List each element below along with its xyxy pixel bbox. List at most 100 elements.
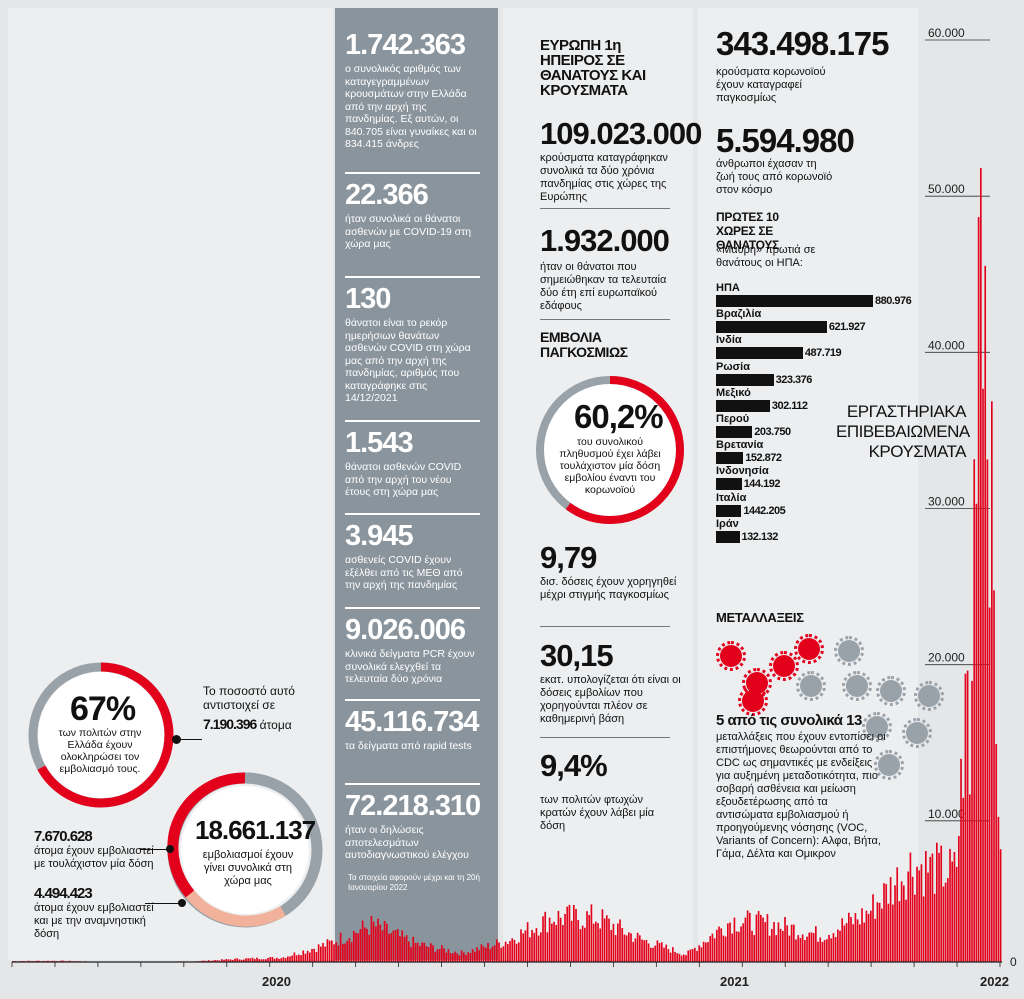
variant-icon: [874, 750, 904, 780]
case-bar: [751, 930, 753, 962]
case-bar: [522, 933, 525, 962]
case-bar: [870, 910, 872, 962]
case-bar: [476, 947, 478, 962]
case-bar: [441, 945, 443, 962]
case-bar: [735, 931, 738, 962]
greek-vaccine-donut: [28, 662, 174, 808]
top10-value-label: 302.112: [771, 399, 808, 412]
case-bar: [313, 948, 316, 962]
case-bar: [683, 954, 685, 962]
case-bar: [295, 955, 298, 962]
top10-country-label: Ινδονησία: [716, 465, 769, 478]
greece-stat: 3.945 ασθενείς COVID έχουν εξέλθει από τι…: [345, 521, 485, 592]
case-bar: [537, 935, 540, 962]
case-bar: [267, 957, 269, 962]
greece-stat: 72.218.310 ήταν οι δηλώσεις αποτελεσμάτων…: [345, 791, 485, 862]
divider: [540, 737, 670, 738]
greek-vaccine-pct: 67%: [70, 690, 136, 728]
greek-corr-value: 7.190.396: [203, 716, 257, 732]
case-bar: [458, 955, 461, 962]
case-bar: [496, 939, 498, 962]
case-bar: [298, 954, 300, 962]
case-bar: [69, 960, 71, 962]
case-bar: [331, 940, 333, 962]
case-bar: [573, 904, 575, 962]
case-bar: [903, 885, 905, 962]
case-bar: [570, 920, 573, 962]
case-bar: [328, 940, 331, 962]
case-bar: [390, 933, 393, 962]
case-bar: [909, 852, 912, 962]
case-bar: [546, 932, 549, 962]
case-bar: [859, 924, 861, 962]
case-bar: [663, 947, 665, 962]
case-bar: [669, 952, 672, 962]
case-bar: [678, 953, 681, 962]
case-bar: [652, 947, 654, 962]
greek-total-text: εμβολιασμοί έχουν γίνει συνολικά στη χώρ…: [202, 849, 294, 887]
case-bar: [993, 590, 995, 962]
case-bar: [555, 925, 558, 962]
case-bar: [531, 929, 533, 962]
case-bar: [771, 928, 773, 962]
case-bar: [269, 957, 272, 962]
case-bar: [826, 939, 828, 962]
case-bar: [617, 923, 619, 962]
case-bar: [557, 910, 560, 962]
variant-icon: [842, 671, 872, 701]
one-dose-text: άτομα έχουν εμβολιαστεί με τουλάχιστον μ…: [34, 845, 154, 870]
case-bar: [568, 904, 571, 962]
case-bar: [480, 944, 483, 962]
case-bar: [762, 917, 764, 962]
greek-total-donut: [167, 772, 323, 928]
variant-of-concern-icon: [738, 686, 768, 716]
case-bar: [249, 958, 252, 962]
case-bar: [900, 881, 903, 962]
y-tick-label: 0: [1010, 955, 1017, 969]
case-bar: [887, 903, 890, 962]
case-bar: [27, 960, 30, 962]
case-bar: [984, 265, 987, 963]
case-bar: [969, 794, 971, 962]
case-bar: [705, 942, 707, 962]
case-bar: [907, 871, 910, 962]
case-bar: [755, 914, 758, 962]
timeseries-title: ΕΡΓΑΣΤΗΡΙΑΚΑ ΕΠΙΒΕΒΑΙΩΜΕΝΑ ΚΡΟΥΣΜΑΤΑ: [836, 402, 970, 461]
case-bar: [612, 923, 615, 962]
case-bar: [482, 946, 485, 962]
case-bar: [551, 923, 553, 962]
case-bar: [544, 911, 547, 962]
case-bar: [746, 910, 749, 962]
case-bar: [639, 935, 641, 962]
case-bar: [676, 953, 679, 962]
case-bar: [863, 922, 866, 962]
case-bar: [284, 958, 287, 962]
case-bar: [843, 925, 846, 962]
booster-value: 4.494.423: [34, 885, 93, 902]
case-bar: [498, 942, 500, 962]
case-bar: [287, 956, 289, 962]
case-bar: [375, 926, 377, 962]
case-bar: [964, 673, 967, 962]
case-bar: [548, 917, 551, 962]
case-bar: [867, 913, 870, 962]
case-bar: [414, 942, 417, 962]
top10-value-label: 323.376: [775, 373, 813, 386]
case-bar: [493, 945, 496, 962]
top10-bar: [716, 347, 803, 360]
case-bar: [542, 916, 544, 962]
case-bar: [731, 933, 734, 962]
case-bar: [973, 459, 976, 962]
donut-segment-red: [167, 772, 246, 898]
divider: [345, 783, 480, 785]
top10-country-label: Περού: [716, 413, 750, 425]
case-bar: [700, 947, 703, 962]
case-bar: [381, 930, 384, 962]
case-bar: [733, 917, 736, 962]
global-vaccine-text: του συνολικού πληθυσμού έχει λάβει τουλά…: [559, 436, 661, 496]
top10-bar: [716, 399, 770, 412]
case-bar: [727, 923, 729, 962]
case-bar: [718, 926, 720, 962]
case-bar: [986, 459, 989, 962]
